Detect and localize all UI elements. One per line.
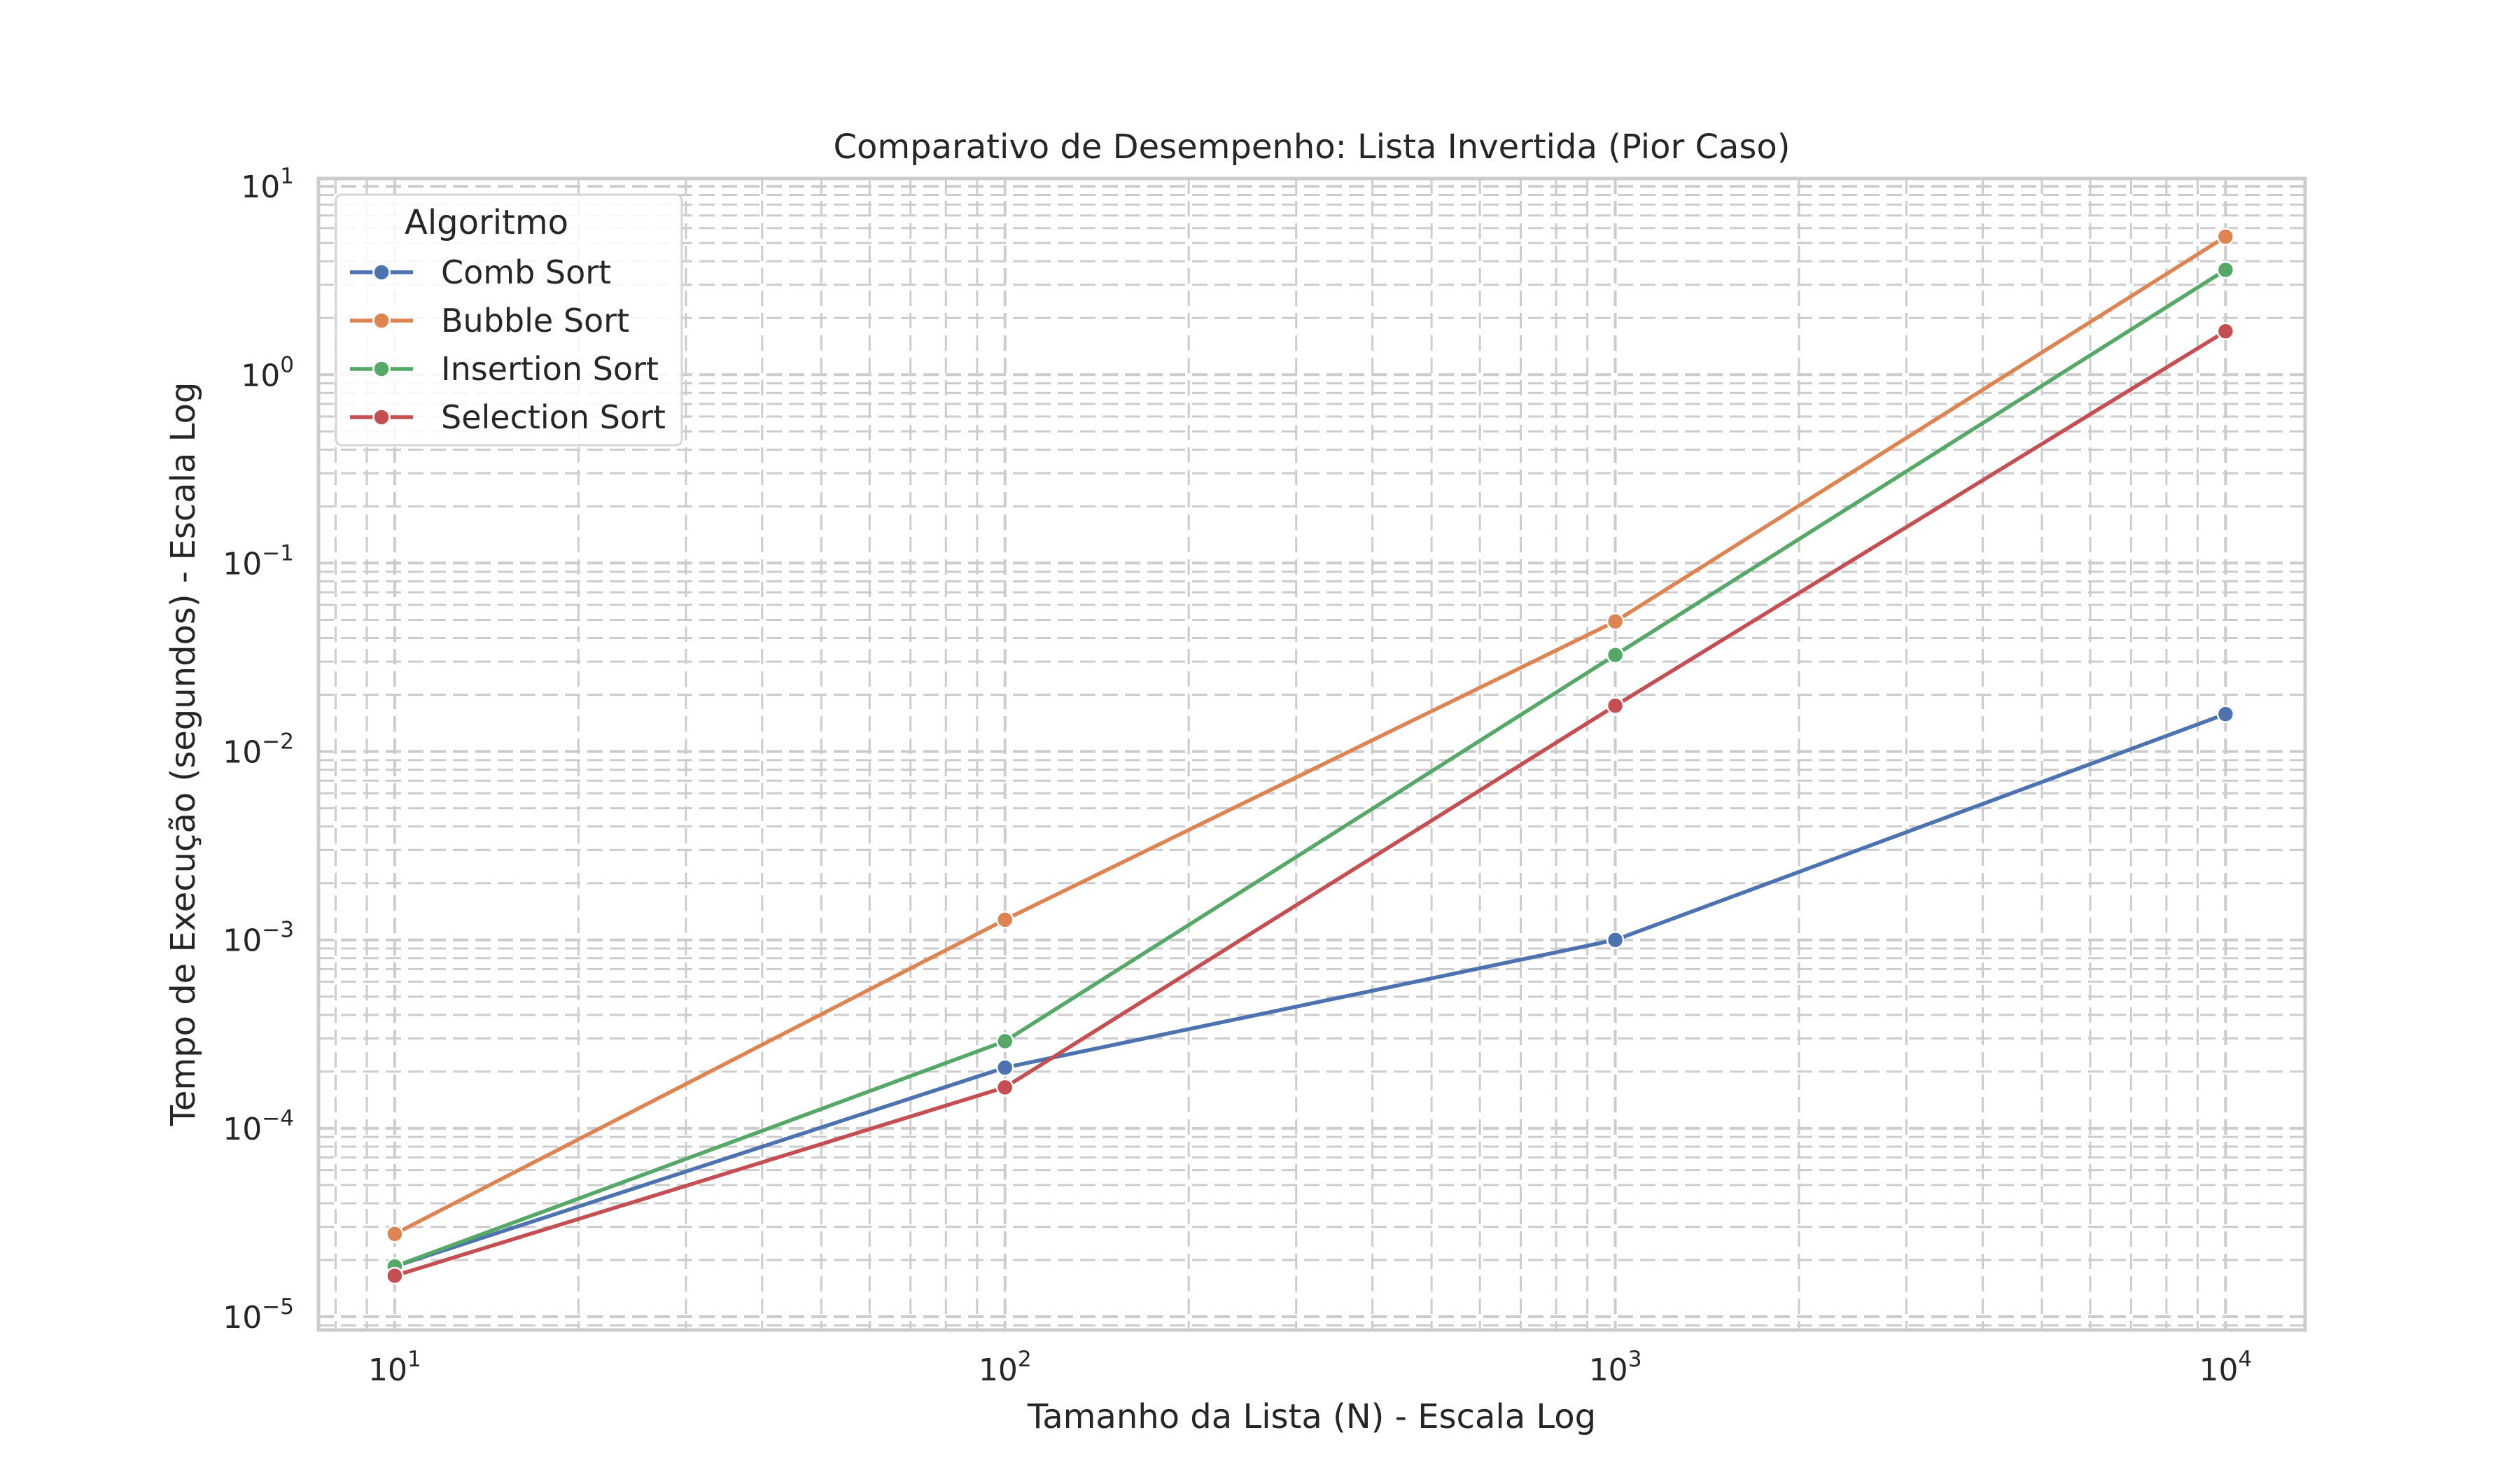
legend-label: Bubble Sort <box>441 302 629 340</box>
plot-frame <box>316 176 2307 1332</box>
data-point-comb-sort <box>1606 930 1625 949</box>
data-point-insertion-sort <box>995 1032 1014 1051</box>
y-axis-label: Tempo de Execução (segundos) - Escala Lo… <box>164 382 203 1127</box>
x-tick-label: 104 <box>2199 1347 2253 1388</box>
data-point-bubble-sort <box>386 1225 404 1243</box>
data-point-bubble-sort <box>2216 227 2235 246</box>
x-tick-label: 102 <box>979 1347 1032 1388</box>
series-line-selection-sort <box>393 329 2228 1278</box>
series-line-comb-sort <box>393 712 2228 1268</box>
y-tick-labels: 10−5 10−4 10−3 10−2 10−1 100 101 <box>223 164 294 1336</box>
data-point-insertion-sort <box>1606 646 1625 664</box>
legend-box <box>335 193 683 447</box>
series-layer <box>386 227 2235 1285</box>
legend-item-selection-sort: Selection Sort <box>350 398 666 436</box>
data-point-comb-sort <box>995 1058 1014 1077</box>
legend-swatch-marker <box>372 312 391 330</box>
legend-items: Comb Sort Bubble Sort Insertion Sort Select… <box>350 253 666 436</box>
x-tick-label: 103 <box>1589 1347 1642 1388</box>
legend-label: Selection Sort <box>441 398 666 436</box>
legend-label: Insertion Sort <box>441 350 659 388</box>
data-point-selection-sort <box>995 1078 1014 1097</box>
y-tick-label: 10−1 <box>223 540 294 582</box>
legend-item-comb-sort: Comb Sort <box>350 253 611 291</box>
data-point-insertion-sort <box>2216 260 2235 279</box>
y-tick-label: 10−2 <box>223 729 294 771</box>
legend-swatch-marker <box>372 408 391 426</box>
legend: Algoritmo Comb Sort Bubble Sort Insertion … <box>335 193 683 447</box>
x-tick-labels: 101 102 103 104 <box>368 1347 2252 1388</box>
x-axis-label: Tamanho da Lista (N) - Escala Log <box>1027 1397 1596 1436</box>
legend-swatch-marker <box>372 263 391 281</box>
chart-title: Comparativo de Desempenho: Lista Inverti… <box>833 127 1790 167</box>
data-point-comb-sort <box>2216 705 2235 723</box>
x-tick-label: 101 <box>368 1347 421 1388</box>
y-tick-label: 10−4 <box>223 1106 294 1147</box>
series-line-insertion-sort <box>393 267 2228 1268</box>
y-tick-label: 101 <box>241 164 294 205</box>
y-tick-label: 100 <box>241 352 294 393</box>
data-point-selection-sort <box>386 1266 404 1285</box>
data-point-selection-sort <box>1606 696 1625 715</box>
legend-item-bubble-sort: Bubble Sort <box>350 302 629 340</box>
data-point-bubble-sort <box>995 911 1014 929</box>
data-point-selection-sort <box>2216 322 2235 341</box>
legend-swatch-marker <box>372 360 391 378</box>
y-tick-label: 10−3 <box>223 918 294 959</box>
y-tick-label: 10−5 <box>223 1294 294 1336</box>
series-line-bubble-sort <box>393 234 2228 1236</box>
legend-item-insertion-sort: Insertion Sort <box>350 350 659 388</box>
data-point-bubble-sort <box>1606 612 1625 631</box>
legend-label: Comb Sort <box>441 253 611 291</box>
legend-title: Algoritmo <box>405 203 568 242</box>
